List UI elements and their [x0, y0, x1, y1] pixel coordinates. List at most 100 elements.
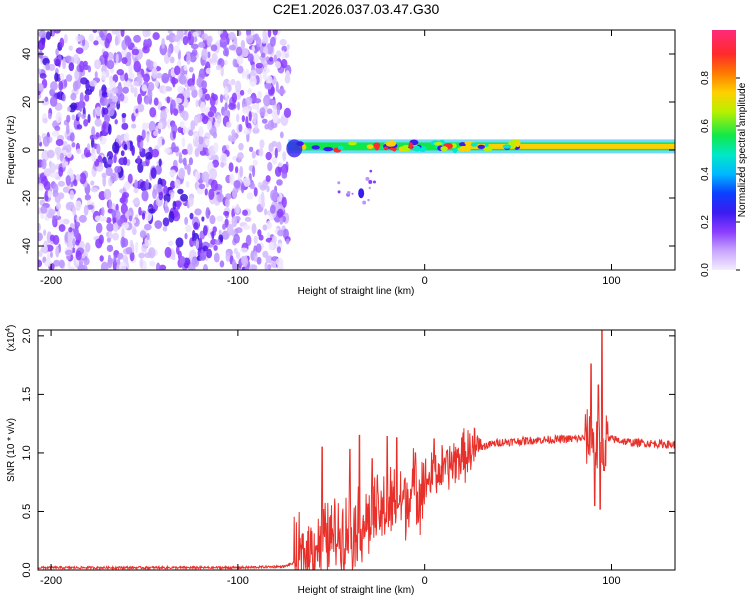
- spectrogram-cell: [96, 143, 101, 155]
- spectrogram-cell: [253, 187, 258, 197]
- spectrogram-cell: [128, 63, 133, 76]
- spectrogram-cell: [170, 192, 175, 199]
- spectrogram-cell: [263, 60, 268, 70]
- spectrogram-cell: [107, 89, 115, 99]
- spectrogram-cell: [236, 54, 244, 65]
- spectrogram-cell: [74, 239, 80, 246]
- spectrogram-cell: [43, 229, 47, 236]
- spectrogram-ytick-label: 0: [21, 147, 33, 153]
- snr-ytick-label: 0.5: [21, 504, 33, 519]
- spectrogram-cell: [232, 58, 238, 68]
- spectrogram-cell: [133, 80, 139, 87]
- spectrogram-cell: [223, 59, 228, 66]
- spectrogram-cell: [261, 118, 268, 124]
- spectrogram-cell: [286, 43, 290, 51]
- spectrogram-cell: [59, 72, 65, 80]
- spectrogram-cell: [40, 205, 48, 214]
- spectrogram-cell: [69, 132, 75, 142]
- spectrogram-cell: [199, 150, 207, 156]
- spectrogram-cell: [225, 121, 232, 128]
- spectrogram-cell: [261, 38, 268, 44]
- spectrogram-cell: [89, 80, 98, 87]
- spectrogram-cell: [50, 81, 58, 91]
- spectrogram-cell: [245, 234, 252, 246]
- spectrogram-track-blob: [373, 142, 381, 148]
- spectrogram-cell: [117, 96, 121, 105]
- spectrogram-cell: [209, 95, 216, 107]
- spectrogram-cell: [147, 89, 151, 96]
- spectrogram-cell: [228, 162, 234, 172]
- spectrogram-cell: [241, 115, 246, 123]
- spectrogram-cell: [40, 243, 48, 254]
- spectrogram-cell: [95, 106, 102, 117]
- spectrogram-cell: [249, 182, 255, 190]
- spectrogram-cell: [68, 62, 75, 72]
- spectrogram-cell: [251, 45, 255, 53]
- spectrogram-xtick-label: 100: [602, 275, 620, 287]
- spectrogram-cell: [243, 176, 251, 188]
- spectrogram-cell: [178, 167, 186, 180]
- spectrogram-speck: [362, 200, 367, 205]
- spectrogram-cell: [207, 35, 213, 44]
- spectrogram-cell: [213, 142, 219, 153]
- spectrogram-cell: [203, 225, 208, 236]
- spectrogram-cell: [231, 229, 236, 237]
- spectrogram-cell: [204, 138, 210, 146]
- spectrogram-cell: [122, 86, 129, 94]
- spectrogram-cell: [95, 222, 103, 234]
- spectrogram-cell: [275, 81, 279, 93]
- spectrogram-cell: [131, 123, 137, 129]
- spectrogram-cell: [235, 203, 240, 214]
- spectrogram-cell: [270, 189, 278, 202]
- spectrogram-cell: [251, 103, 259, 110]
- spectrogram-cell: [87, 65, 92, 73]
- spectrogram-cell: [180, 193, 188, 202]
- spectrogram-cell: [210, 179, 218, 192]
- spectrogram-cell: [174, 97, 183, 104]
- spectrogram-cell: [209, 215, 216, 225]
- spectrogram-cell: [252, 165, 256, 178]
- spectrogram-cell: [99, 255, 104, 262]
- spectrogram-cell: [65, 74, 73, 82]
- spectrogram-cell: [38, 68, 42, 74]
- spectrogram-cell: [119, 93, 125, 102]
- spectrogram-cell: [106, 244, 114, 252]
- spectrogram-cell: [130, 84, 135, 94]
- spectrogram-cell: [280, 58, 288, 69]
- spectrogram-cell: [42, 135, 50, 147]
- spectrogram-cell: [157, 122, 163, 130]
- snr-frame: [37, 329, 676, 571]
- spectrogram-cell: [271, 99, 277, 106]
- spectrogram-cell: [270, 122, 278, 129]
- spectrogram-cell: [112, 222, 119, 233]
- spectrogram-cell: [54, 72, 59, 82]
- spectrogram-cell: [148, 120, 156, 133]
- spectrogram-cell: [146, 81, 155, 92]
- spectrogram-cell: [88, 34, 94, 42]
- spectrogram-cell: [213, 252, 220, 263]
- spectrogram-track-blob: [464, 145, 471, 152]
- spectrogram-cell: [150, 167, 157, 179]
- spectrogram-cell: [78, 214, 87, 223]
- spectrogram-cell: [171, 251, 176, 261]
- spectrogram-track-blob: [451, 143, 457, 149]
- spectrogram-cell: [146, 30, 151, 37]
- spectrogram-cell: [270, 86, 275, 95]
- spectrogram-cell: [236, 46, 243, 57]
- spectrogram-cell: [107, 254, 112, 261]
- spectrogram-cell: [98, 88, 103, 97]
- spectrogram-cell: [75, 47, 84, 55]
- snr-ylabel: SNR (10 * v/v): [6, 418, 17, 482]
- spectrogram-cell: [260, 191, 265, 203]
- spectrogram-cell: [123, 79, 131, 89]
- spectrogram-cell: [265, 175, 271, 183]
- spectrogram-cell: [92, 108, 96, 118]
- spectrogram-cell: [257, 90, 263, 99]
- spectrogram-cell: [40, 213, 44, 220]
- spectrogram-cell: [218, 229, 222, 235]
- spectrogram-cell: [256, 256, 262, 265]
- spectrogram-cell: [78, 100, 83, 113]
- spectrogram-cell: [201, 80, 208, 89]
- spectrogram-cell: [61, 157, 66, 168]
